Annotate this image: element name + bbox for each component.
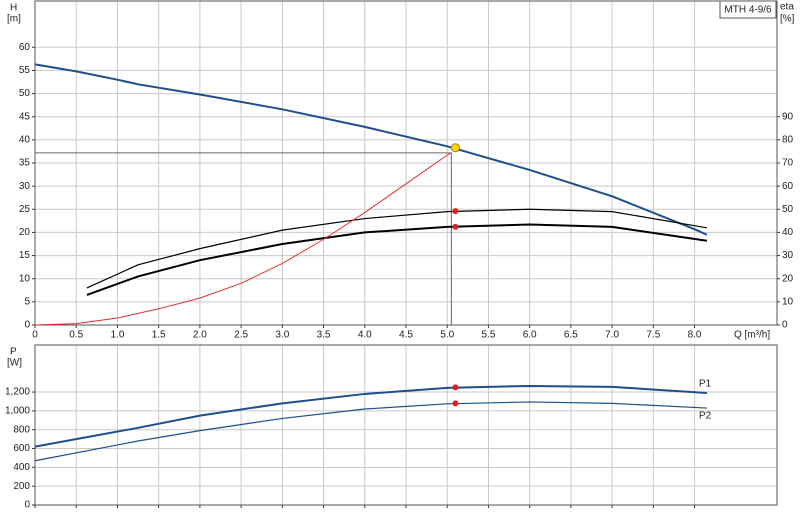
x-axis-label: Q [m³/h] [734, 330, 770, 341]
y2-axis-unit: [%] [780, 14, 795, 25]
y-tick-label: 15 [19, 250, 31, 261]
y2-tick-label: 10 [782, 296, 794, 307]
y-tick-label: 0 [24, 500, 30, 511]
y2-tick-label: 70 [782, 158, 794, 169]
curve [34, 384, 707, 448]
y-tick-label: 0 [24, 320, 30, 331]
y2-tick-label: 20 [782, 273, 794, 284]
x-tick-label: 7.5 [646, 330, 660, 341]
y-tick-label: 40 [19, 134, 31, 145]
y2-axis-label: eta [780, 2, 794, 13]
series-label: P2 [699, 411, 712, 422]
y-tick-label: 60 [19, 42, 31, 53]
operating-point [452, 208, 459, 215]
y-tick-label: 800 [13, 424, 30, 435]
y-tick-label: 20 [19, 227, 31, 238]
x-tick-label: 1.5 [152, 330, 166, 341]
x-tick-label: 5.5 [481, 330, 495, 341]
x-tick-label: 6.5 [564, 330, 578, 341]
y-tick-label: 45 [19, 111, 31, 122]
x-tick-label: 1.0 [110, 330, 124, 341]
x-tick-label: 2.0 [193, 330, 207, 341]
x-tick-label: 7.0 [605, 330, 619, 341]
y-tick-label: 600 [13, 443, 30, 454]
y-tick-label: 10 [19, 273, 31, 284]
y2-tick-label: 50 [782, 204, 794, 215]
y-tick-label: 30 [19, 181, 31, 192]
curve [34, 401, 707, 462]
y-axis-unit: [m] [7, 14, 21, 25]
y-axis-label: P [10, 347, 17, 358]
operating-point [450, 143, 460, 153]
x-tick-label: 2.5 [234, 330, 248, 341]
curve [86, 223, 708, 296]
y-tick-label: 400 [13, 462, 30, 473]
x-tick-label: 4.0 [358, 330, 372, 341]
y-tick-label: 50 [19, 88, 31, 99]
y-tick-label: 55 [19, 65, 31, 76]
operating-point [452, 400, 459, 407]
operating-point [452, 223, 459, 230]
x-tick-label: 8.0 [688, 330, 702, 341]
x-tick-label: 3.5 [317, 330, 331, 341]
y2-tick-label: 90 [782, 111, 794, 122]
x-tick-label: 0.5 [69, 330, 83, 341]
series-label: P1 [699, 379, 712, 390]
y-tick-label: 200 [13, 481, 30, 492]
plot-border [34, 0, 778, 326]
y-axis-unit: [W] [7, 358, 22, 369]
x-tick-label: 3.0 [275, 330, 289, 341]
y-tick-label: 1,200 [5, 387, 30, 398]
y-tick-label: 5 [24, 296, 30, 307]
curve [86, 208, 708, 289]
y-axis-label: H [10, 3, 17, 14]
y2-tick-label: 30 [782, 250, 794, 261]
title-box [719, 0, 777, 19]
operating-point [452, 384, 459, 391]
x-tick-label: 0 [32, 330, 38, 341]
y-tick-label: 25 [19, 204, 31, 215]
y2-tick-label: 0 [782, 320, 788, 331]
curve [34, 63, 708, 236]
x-tick-label: 5.0 [440, 330, 454, 341]
y-tick-label: 1,000 [5, 406, 30, 417]
plot-border [34, 344, 778, 506]
x-tick-label: 6.0 [523, 330, 537, 341]
y2-tick-label: 40 [782, 227, 794, 238]
y2-tick-label: 80 [782, 134, 794, 145]
y-tick-label: 35 [19, 158, 31, 169]
chart-title: MTH 4-9/6 [724, 5, 772, 16]
x-tick-label: 4.5 [399, 330, 413, 341]
y2-tick-label: 60 [782, 181, 794, 192]
curve [34, 152, 452, 326]
